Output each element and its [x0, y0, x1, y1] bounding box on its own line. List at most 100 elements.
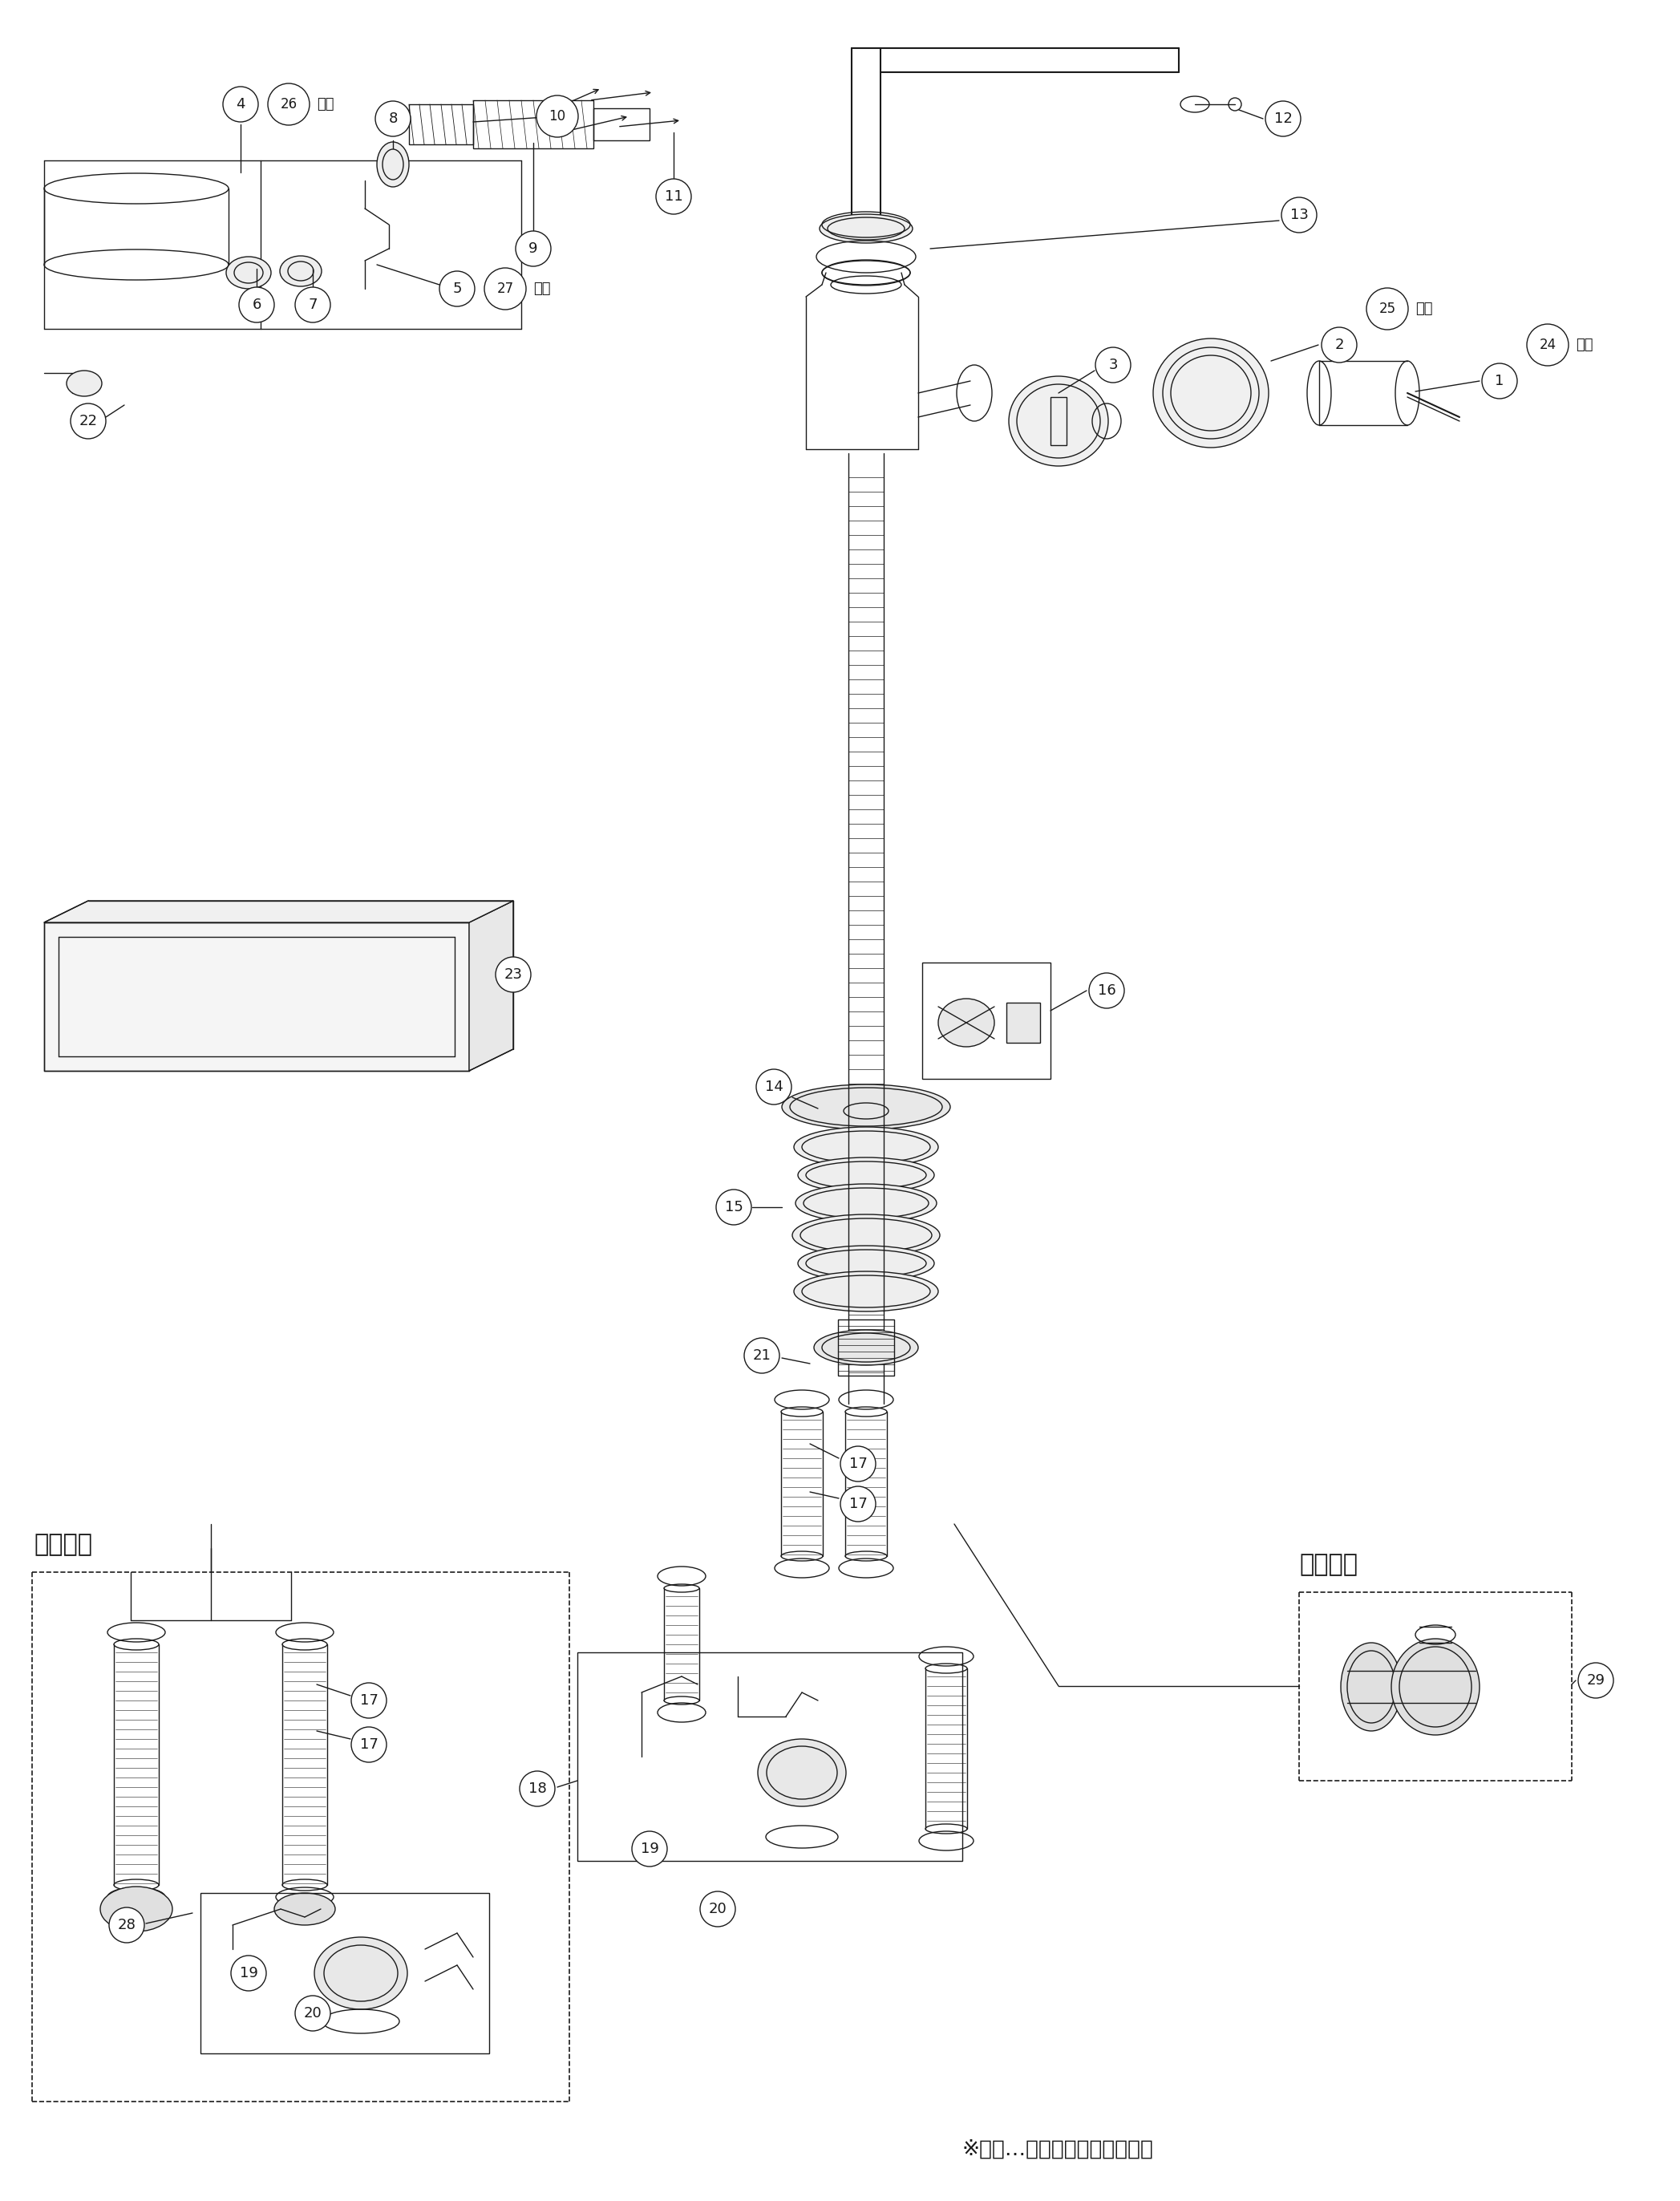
- Circle shape: [1322, 328, 1357, 363]
- Text: 17: 17: [848, 1497, 867, 1512]
- Circle shape: [1265, 101, 1300, 136]
- Circle shape: [1366, 288, 1408, 330]
- Ellipse shape: [1008, 376, 1109, 467]
- Text: 寒冷地用: 寒冷地用: [1299, 1554, 1357, 1576]
- Text: 17: 17: [360, 1737, 378, 1752]
- Bar: [1006, 1004, 1040, 1043]
- Text: 3: 3: [1109, 359, 1117, 372]
- Ellipse shape: [813, 1329, 919, 1365]
- Ellipse shape: [1391, 1640, 1480, 1734]
- Polygon shape: [44, 922, 469, 1072]
- Text: 9: 9: [529, 242, 538, 255]
- Bar: [593, 108, 650, 141]
- Circle shape: [440, 271, 475, 306]
- Text: 撥水: 撥水: [533, 282, 551, 295]
- Ellipse shape: [937, 999, 995, 1048]
- Circle shape: [840, 1446, 875, 1481]
- Text: ※撥水…撥水膜コーティング付: ※撥水…撥水膜コーティング付: [963, 2139, 1154, 2159]
- Text: 2: 2: [1334, 337, 1344, 352]
- Bar: [922, 962, 1050, 1078]
- Ellipse shape: [793, 1215, 939, 1257]
- Circle shape: [701, 1891, 736, 1926]
- Ellipse shape: [314, 1937, 407, 2010]
- Circle shape: [296, 1996, 331, 2032]
- Text: 27: 27: [497, 282, 514, 295]
- Text: 19: 19: [240, 1965, 257, 1981]
- Ellipse shape: [796, 1184, 937, 1222]
- Ellipse shape: [67, 370, 102, 396]
- Circle shape: [496, 957, 531, 993]
- Circle shape: [71, 403, 106, 438]
- Text: 28: 28: [118, 1917, 136, 1932]
- Circle shape: [375, 101, 410, 136]
- Text: 8: 8: [388, 112, 398, 125]
- Text: 23: 23: [504, 968, 522, 982]
- Circle shape: [1578, 1662, 1613, 1699]
- Text: 17: 17: [360, 1693, 378, 1708]
- Text: 16: 16: [1097, 984, 1116, 997]
- Circle shape: [1482, 363, 1517, 398]
- Ellipse shape: [758, 1739, 847, 1807]
- Ellipse shape: [781, 1085, 951, 1129]
- Text: 22: 22: [79, 414, 97, 429]
- Circle shape: [230, 1954, 265, 1992]
- Polygon shape: [469, 900, 512, 1072]
- Text: 6: 6: [252, 297, 260, 313]
- Circle shape: [296, 286, 331, 324]
- Ellipse shape: [1152, 339, 1268, 447]
- Text: 19: 19: [640, 1842, 659, 1855]
- Text: 11: 11: [665, 189, 682, 205]
- Text: 20: 20: [709, 1902, 727, 1917]
- Text: 撥水: 撥水: [1415, 302, 1433, 317]
- Ellipse shape: [798, 1158, 934, 1193]
- Bar: [838, 1318, 894, 1376]
- Ellipse shape: [820, 213, 912, 242]
- Circle shape: [516, 231, 551, 266]
- Circle shape: [109, 1908, 144, 1943]
- Circle shape: [1282, 198, 1317, 233]
- Text: 13: 13: [1290, 207, 1309, 222]
- Text: 24: 24: [1539, 337, 1556, 352]
- Circle shape: [716, 1189, 751, 1224]
- Ellipse shape: [795, 1127, 937, 1167]
- Text: 26: 26: [281, 97, 297, 112]
- Text: 撥水: 撥水: [318, 97, 334, 112]
- Ellipse shape: [795, 1272, 937, 1312]
- Text: 10: 10: [549, 110, 566, 123]
- Text: 29: 29: [1586, 1673, 1604, 1688]
- Text: 17: 17: [848, 1457, 867, 1470]
- Ellipse shape: [274, 1893, 336, 1926]
- Text: 寒冷地用: 寒冷地用: [34, 1532, 92, 1556]
- Ellipse shape: [376, 143, 408, 187]
- Polygon shape: [44, 900, 512, 922]
- Circle shape: [1095, 348, 1131, 383]
- Circle shape: [536, 95, 578, 136]
- Ellipse shape: [798, 1246, 934, 1281]
- Circle shape: [1527, 324, 1569, 365]
- Bar: [1050, 396, 1067, 445]
- Ellipse shape: [101, 1886, 173, 1932]
- Bar: [200, 1893, 489, 2054]
- Circle shape: [239, 286, 274, 324]
- Ellipse shape: [1341, 1642, 1401, 1730]
- Circle shape: [655, 178, 690, 213]
- Circle shape: [744, 1338, 780, 1373]
- Bar: [578, 1653, 963, 1860]
- Circle shape: [756, 1070, 791, 1105]
- Text: 7: 7: [307, 297, 318, 313]
- Circle shape: [351, 1684, 386, 1719]
- Text: 20: 20: [304, 2005, 323, 2021]
- Text: 4: 4: [235, 97, 245, 112]
- Circle shape: [632, 1831, 667, 1866]
- Text: 12: 12: [1273, 112, 1292, 125]
- Ellipse shape: [227, 258, 270, 288]
- Text: 1: 1: [1495, 374, 1504, 387]
- Circle shape: [1089, 973, 1124, 1008]
- Ellipse shape: [281, 255, 321, 286]
- Circle shape: [223, 86, 259, 121]
- Text: 15: 15: [724, 1200, 743, 1215]
- Bar: [408, 103, 474, 145]
- Circle shape: [840, 1486, 875, 1521]
- Text: 5: 5: [452, 282, 462, 295]
- Circle shape: [351, 1728, 386, 1763]
